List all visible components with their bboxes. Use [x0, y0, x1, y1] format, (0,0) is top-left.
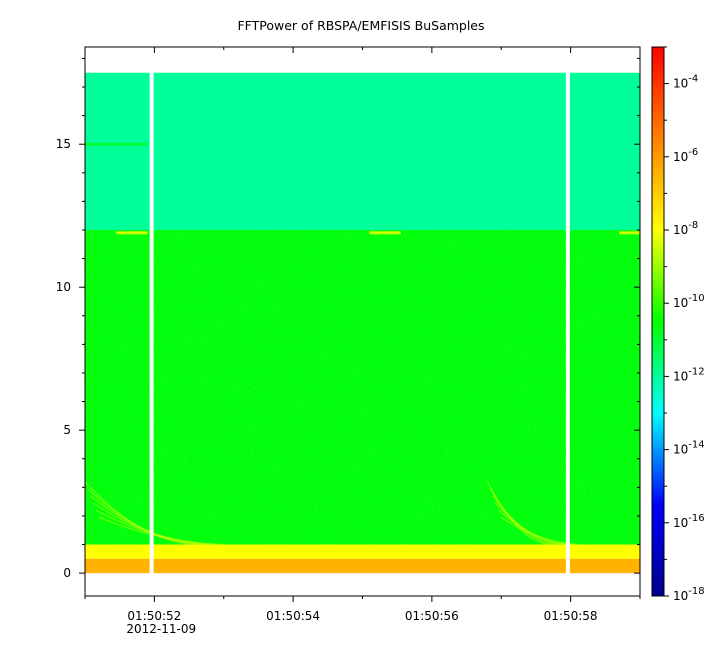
chorus-arc: [500, 516, 578, 546]
colorbar-tick-label: 10-4: [673, 74, 698, 91]
y-tick-label: 0: [63, 566, 71, 580]
chorus-arc: [98, 516, 224, 546]
spectrogram-band: [85, 544, 640, 559]
x-tick-label: 01:50:54: [266, 609, 320, 623]
x-tick-label: 01:50:58: [544, 609, 598, 623]
spectral-line: [369, 231, 401, 235]
colorbar-axis: 10-4 10-6 10-8 10-10 10-12 10-14 10-16 10-18: [664, 46, 705, 603]
colorbar: [651, 46, 665, 597]
y-tick-label: 5: [63, 423, 71, 437]
plot-area: [85, 47, 640, 596]
data-gaps: [149, 47, 570, 596]
colorbar-tick-label: 10-14: [673, 440, 705, 457]
y-axis: 0 5 10 15: [56, 57, 640, 580]
chart-title: FFTPower of RBSPA/EMFISIS BuSamples: [237, 18, 484, 33]
spectral-line: [116, 231, 148, 235]
colorbar-tick-label: 10-8: [673, 220, 698, 237]
colorbar-tick-label: 10-18: [673, 586, 705, 603]
spectral-line: [85, 142, 148, 146]
colorbar-tick-label: 10-10: [673, 293, 705, 310]
colorbar-tick-label: 10-16: [673, 513, 705, 530]
spectrogram-band: [85, 558, 640, 574]
x-tick-sublabel: 2012-11-09: [126, 622, 196, 636]
data-gap: [149, 47, 154, 596]
x-tick-label: 01:50:56: [405, 609, 459, 623]
spectrogram-noise: [85, 72, 640, 230]
spectral-line: [619, 231, 640, 235]
colorbar-tick-label: 10-6: [673, 147, 698, 164]
colorbar-tick-label: 10-12: [673, 366, 705, 383]
spectral-lines: [85, 142, 640, 235]
data-gap: [565, 47, 570, 596]
x-tick-label: 01:50:52: [127, 609, 181, 623]
y-tick-label: 15: [56, 137, 71, 151]
y-tick-label: 10: [56, 280, 71, 294]
spectrogram-noise: [85, 230, 640, 545]
